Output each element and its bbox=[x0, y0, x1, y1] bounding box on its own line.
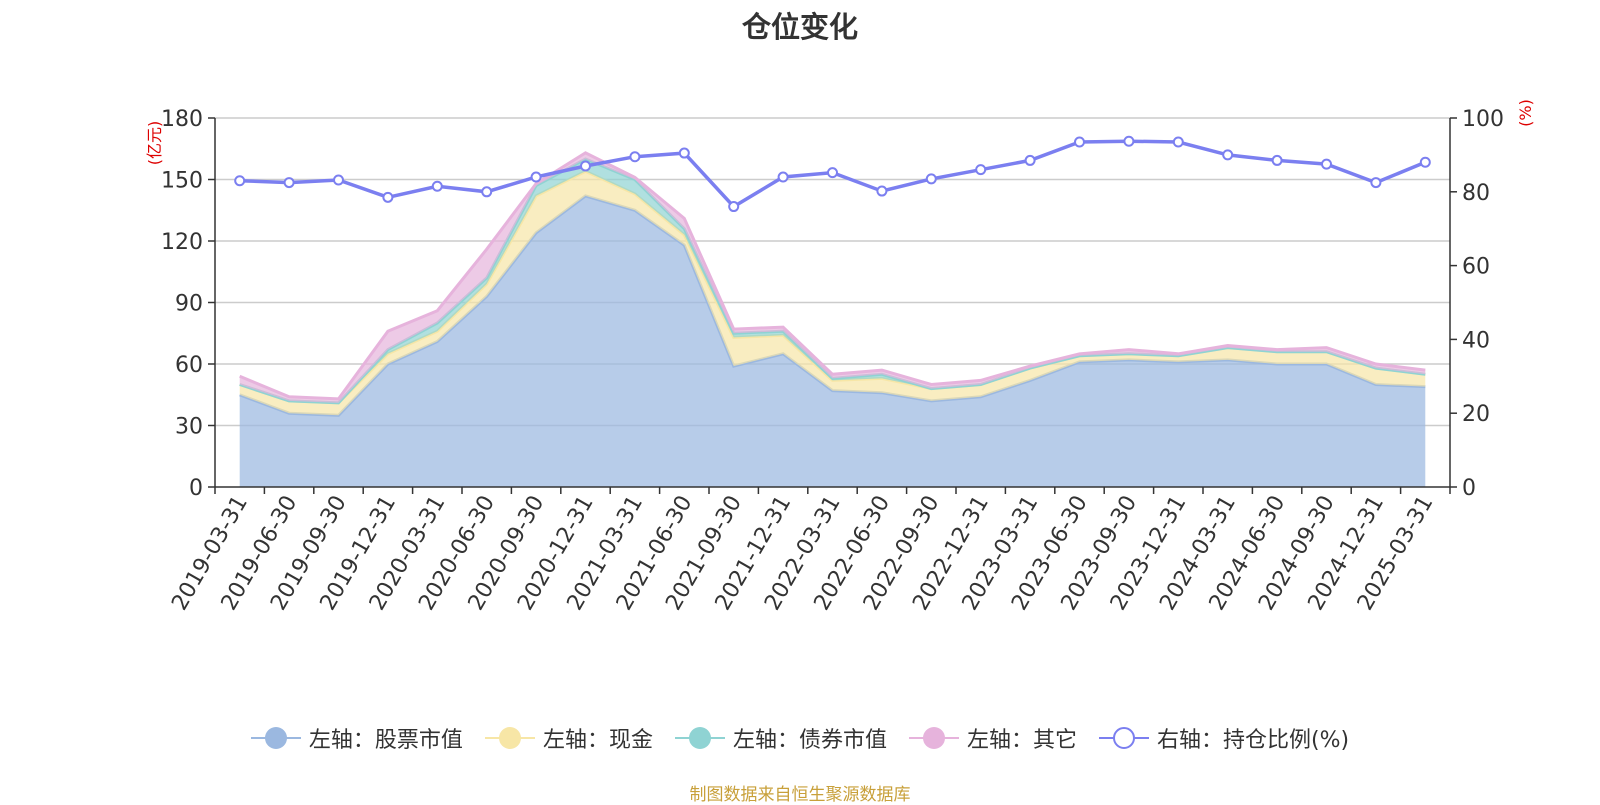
line-point-14 bbox=[925, 173, 937, 185]
line-point-5 bbox=[481, 186, 493, 198]
right-axis-unit: (%) bbox=[1516, 99, 1535, 127]
line-point-6 bbox=[530, 171, 542, 183]
legend-item-3[interactable]: 左轴：债券市值 bbox=[674, 722, 887, 754]
legend-marker-icon bbox=[908, 726, 959, 750]
legend-marker-icon bbox=[484, 726, 535, 750]
line-point-12 bbox=[827, 167, 838, 179]
left-axis-unit: (亿元) bbox=[145, 121, 164, 166]
legend-item-4[interactable]: 左轴：其它 bbox=[908, 722, 1077, 754]
line-point-13 bbox=[876, 185, 888, 197]
source-note: 制图数据来自恒生聚源数据库 bbox=[689, 785, 911, 805]
line-point-24 bbox=[1419, 156, 1431, 168]
filled-circle-icon bbox=[688, 727, 711, 749]
legend-label: 右轴：持仓比例(%) bbox=[1156, 728, 1350, 753]
legend-marker-icon bbox=[1098, 726, 1149, 750]
legend-label: 左轴：债券市值 bbox=[732, 728, 887, 753]
line-point-0 bbox=[234, 175, 246, 187]
legend-label: 左轴：现金 bbox=[542, 728, 653, 753]
line-point-23 bbox=[1370, 177, 1382, 189]
line-point-10 bbox=[728, 201, 740, 213]
right-tick-label-0: 0 bbox=[1462, 476, 1476, 501]
line-point-1 bbox=[283, 177, 295, 189]
line-point-7 bbox=[580, 160, 591, 172]
filled-circle-icon bbox=[922, 727, 945, 749]
filled-circle-icon bbox=[264, 727, 287, 749]
area-4 bbox=[239, 152, 1426, 403]
legend-item-1[interactable]: 左轴：股票市值 bbox=[250, 722, 463, 754]
line-point-8 bbox=[629, 151, 641, 163]
line-point-19 bbox=[1172, 136, 1184, 148]
left-tick-label-5: 150 bbox=[161, 169, 203, 194]
left-tick-label-0: 0 bbox=[189, 476, 203, 501]
right-tick-label-2: 40 bbox=[1462, 328, 1490, 353]
line-point-15 bbox=[975, 164, 987, 176]
legend-item-5[interactable]: 右轴：持仓比例(%) bbox=[1098, 722, 1350, 754]
line-point-11 bbox=[777, 171, 789, 183]
left-tick-label-6: 180 bbox=[161, 107, 203, 132]
line-point-20 bbox=[1222, 149, 1234, 161]
legend-marker-icon bbox=[674, 726, 725, 750]
right-tick-label-3: 60 bbox=[1462, 255, 1490, 280]
line-point-2 bbox=[333, 174, 344, 186]
line-point-9 bbox=[678, 147, 690, 159]
line-point-4 bbox=[431, 180, 443, 192]
hollow-circle-icon bbox=[1112, 727, 1135, 749]
filled-circle-icon bbox=[498, 727, 521, 749]
line-point-3 bbox=[382, 191, 394, 203]
line-point-17 bbox=[1074, 136, 1085, 148]
legend-item-2[interactable]: 左轴：现金 bbox=[484, 722, 653, 754]
legend-label: 左轴：其它 bbox=[966, 728, 1077, 753]
line-point-18 bbox=[1123, 135, 1135, 147]
left-tick-label-1: 30 bbox=[175, 415, 203, 440]
right-tick-label-4: 80 bbox=[1462, 181, 1490, 206]
chart-title: 仓位变化 bbox=[741, 10, 858, 44]
line-point-16 bbox=[1024, 154, 1036, 166]
left-tick-label-3: 90 bbox=[175, 292, 203, 317]
legend: 左轴：股票市值 左轴：现金 左轴：债券市值 左轴：其它 右轴：持仓比例(%) bbox=[0, 722, 1600, 754]
right-tick-label-1: 20 bbox=[1462, 402, 1490, 427]
left-tick-label-4: 120 bbox=[161, 230, 203, 255]
area-edge-4 bbox=[239, 151, 1426, 401]
area-1 bbox=[239, 195, 1426, 487]
line-point-21 bbox=[1271, 154, 1283, 166]
legend-label: 左轴：股票市值 bbox=[308, 728, 463, 753]
line-point-22 bbox=[1321, 158, 1332, 170]
legend-marker-icon bbox=[250, 726, 301, 750]
right-tick-label-5: 100 bbox=[1462, 107, 1504, 132]
left-tick-label-2: 60 bbox=[175, 353, 203, 378]
